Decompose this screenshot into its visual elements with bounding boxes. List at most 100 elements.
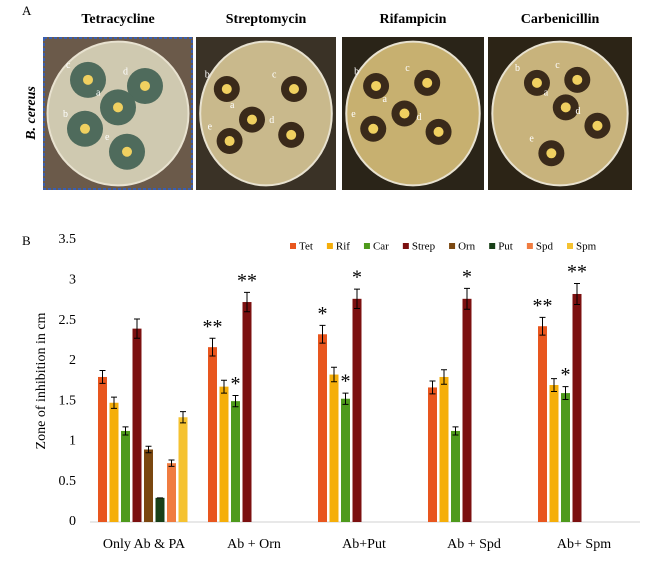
legend-label: Strep: [412, 241, 436, 253]
legend-swatch: [326, 243, 333, 249]
significance-mark: *: [341, 371, 351, 393]
bar: [451, 430, 460, 522]
legend-label: Car: [373, 241, 389, 253]
bar: [155, 497, 165, 522]
antibiotic-disc: [122, 146, 132, 157]
bar: [121, 430, 130, 522]
error-bar: [134, 318, 140, 339]
error-bar: [168, 459, 175, 467]
antibiotic-disc: [368, 123, 379, 134]
error-bar: [99, 370, 106, 384]
antibiotic-disc: [80, 123, 90, 134]
significance-mark: **: [533, 295, 553, 317]
error-bar: [539, 316, 546, 336]
error-bar: [342, 392, 349, 405]
antibiotic-disc: [399, 108, 410, 119]
error-bar: [429, 380, 436, 395]
antibiotic-disc: [371, 80, 382, 91]
error-bar: [244, 291, 250, 313]
bar: [178, 417, 188, 522]
error-bar: [209, 337, 216, 357]
significance-mark: **: [567, 261, 587, 283]
bar: [549, 385, 559, 522]
error-bar: [180, 411, 186, 424]
disc-label: b: [515, 63, 520, 74]
antibiotic-disc: [286, 129, 297, 140]
disc-label: a: [96, 88, 101, 99]
panel-label: B: [22, 233, 31, 248]
antibiotic-disc: [247, 114, 257, 125]
disc-label: c: [405, 63, 410, 74]
panel-label: A: [22, 3, 32, 18]
disc-label: d: [575, 106, 580, 117]
disc-label: e: [529, 134, 534, 145]
error-bar: [122, 426, 129, 436]
error-bar: [464, 287, 470, 310]
significance-mark: *: [462, 266, 472, 288]
error-bar: [331, 366, 337, 383]
bar: [428, 387, 437, 522]
y-tick-label: 1.5: [59, 393, 77, 408]
disc-label: e: [351, 109, 356, 120]
bar: [572, 293, 582, 522]
bar: [561, 393, 570, 522]
legend-swatch: [290, 243, 296, 249]
plate-title: Streptomycin: [226, 12, 307, 27]
disc-label: d: [269, 115, 274, 126]
antibiotic-disc: [546, 148, 557, 159]
petri-dish: [199, 40, 333, 187]
legend-swatch: [526, 243, 533, 249]
legend-swatch: [402, 243, 409, 249]
disc-label: c: [66, 60, 71, 71]
antibiotic-disc: [531, 77, 542, 88]
significance-mark: *: [561, 364, 571, 386]
error-bar: [452, 426, 459, 436]
bar: [329, 374, 339, 522]
antibiotic-disc: [140, 80, 150, 91]
bar: [208, 347, 217, 522]
error-bar: [111, 396, 117, 409]
disc-label: b: [63, 109, 68, 120]
error-bar: [232, 395, 239, 408]
error-bar: [145, 445, 152, 454]
y-tick-label: 3.5: [59, 232, 77, 247]
x-tick-label: Ab + Spd: [447, 537, 501, 552]
bar: [439, 376, 449, 522]
disc-label: a: [382, 94, 387, 105]
antibiotic-disc: [289, 84, 299, 95]
disc-label: c: [555, 60, 560, 71]
bar: [352, 298, 362, 522]
disc-label: e: [105, 132, 110, 143]
legend-label: Orn: [458, 241, 476, 253]
legend-label: Spm: [576, 241, 597, 253]
bar: [318, 334, 327, 522]
bar: [167, 463, 176, 522]
antibiotic-disc: [83, 74, 93, 85]
bar: [132, 328, 142, 522]
error-bar: [574, 283, 580, 305]
disc-label: c: [272, 69, 277, 80]
disc-label: a: [230, 100, 235, 111]
error-bar: [319, 324, 326, 344]
disc-label: d: [123, 66, 128, 77]
plate-title: Tetracycline: [81, 12, 154, 27]
y-tick-label: 2.5: [59, 313, 77, 328]
y-tick-label: 0.5: [59, 474, 77, 489]
organism-label: B. cereus: [24, 86, 39, 141]
disc-label: b: [205, 69, 210, 80]
bar: [98, 376, 107, 522]
selection-frame: [43, 37, 193, 190]
disc-label: e: [208, 121, 213, 132]
significance-mark: **: [237, 270, 257, 292]
error-bar: [354, 288, 360, 309]
antibiotic-disc: [433, 126, 444, 137]
bar: [219, 386, 229, 522]
plate-title: Carbenicillin: [521, 12, 600, 27]
y-tick-label: 3: [69, 273, 76, 288]
bar: [462, 298, 472, 522]
legend-swatch: [489, 243, 496, 249]
x-tick-label: Ab + Orn: [227, 537, 281, 552]
significance-mark: *: [352, 267, 362, 289]
disc-label: d: [417, 112, 422, 123]
